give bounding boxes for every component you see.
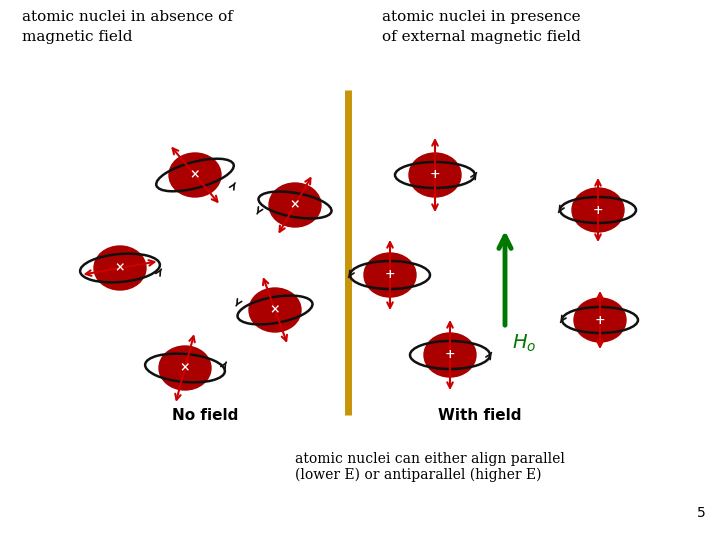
Text: +: + [430,168,441,181]
Text: ×: × [270,303,280,316]
Ellipse shape [94,246,146,290]
Text: +: + [384,268,395,281]
Text: $H_o$: $H_o$ [512,333,536,354]
Ellipse shape [249,288,301,332]
Ellipse shape [269,183,321,227]
Text: No field: No field [172,408,238,423]
Ellipse shape [169,153,221,197]
Text: ×: × [180,361,190,375]
Ellipse shape [409,153,461,197]
Ellipse shape [574,298,626,342]
Text: atomic nuclei can either align parallel: atomic nuclei can either align parallel [295,452,565,466]
Text: ×: × [190,168,200,181]
Text: ×: × [289,199,300,212]
Ellipse shape [364,253,416,297]
Text: With field: With field [438,408,522,423]
Text: 5: 5 [697,506,706,520]
Text: atomic nuclei in absence of
magnetic field: atomic nuclei in absence of magnetic fie… [22,10,233,44]
Text: +: + [445,348,455,361]
Ellipse shape [424,333,476,377]
Text: atomic nuclei in presence
of external magnetic field: atomic nuclei in presence of external ma… [382,10,581,44]
Text: +: + [595,314,606,327]
Ellipse shape [572,188,624,232]
Text: ×: × [114,261,125,274]
Text: (lower E) or antiparallel (higher E): (lower E) or antiparallel (higher E) [295,468,541,482]
Ellipse shape [159,346,211,390]
Text: +: + [593,204,603,217]
